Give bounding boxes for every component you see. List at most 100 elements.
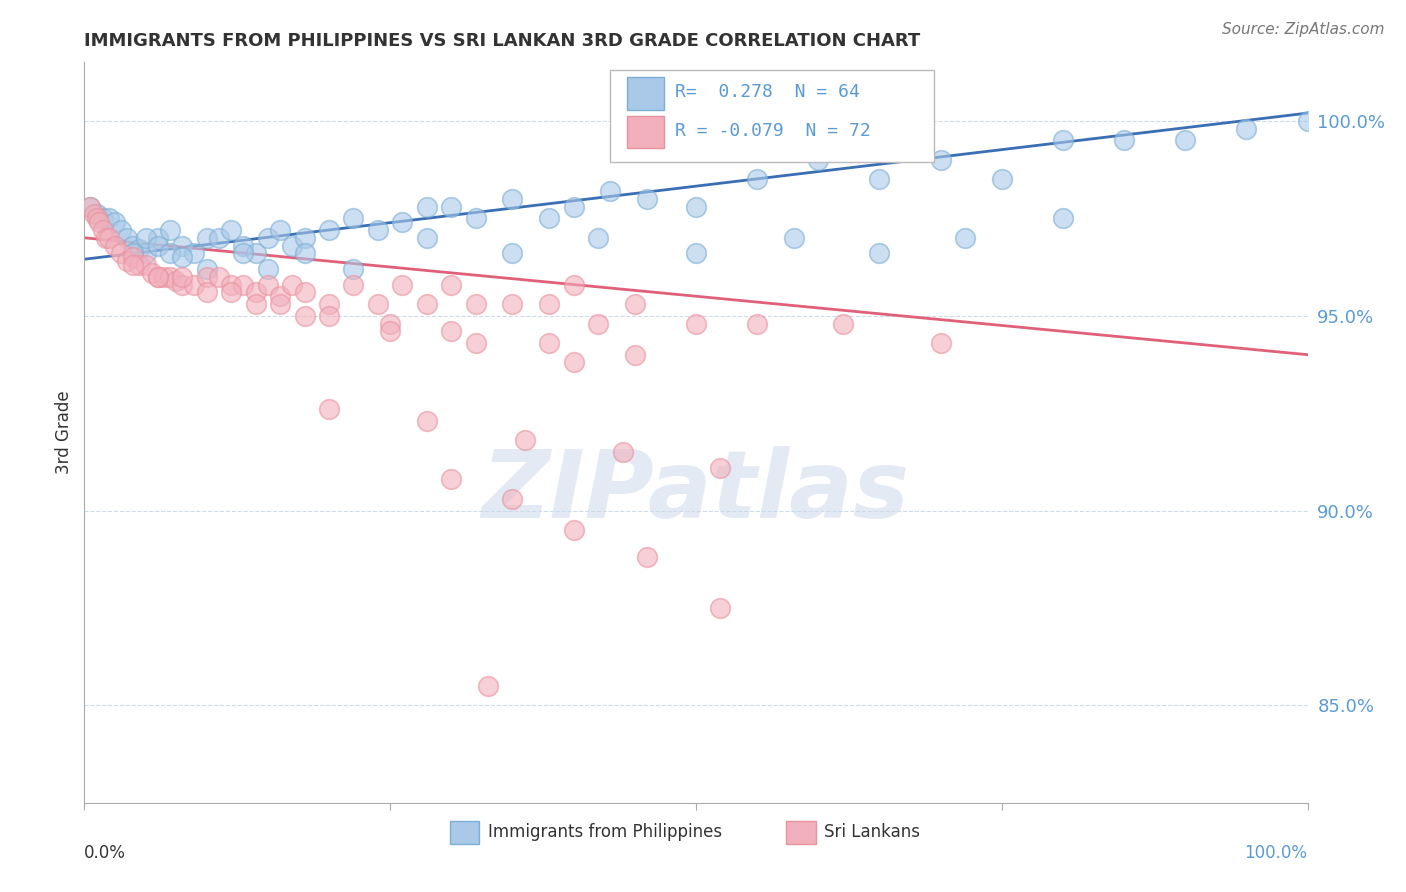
Point	[87, 215, 110, 229]
Point	[318, 297, 340, 311]
Point	[294, 309, 316, 323]
Point	[257, 262, 280, 277]
Point	[562, 355, 585, 369]
Point	[172, 250, 194, 264]
Point	[172, 269, 194, 284]
Point	[159, 246, 181, 260]
Text: R=  0.278  N = 64: R= 0.278 N = 64	[675, 83, 860, 101]
Point	[318, 223, 340, 237]
Point	[281, 238, 304, 252]
Point	[709, 460, 731, 475]
Point	[146, 238, 169, 252]
Point	[110, 223, 132, 237]
Point	[294, 231, 316, 245]
Text: 100.0%: 100.0%	[1244, 844, 1308, 862]
Point	[1174, 133, 1197, 147]
Point	[464, 211, 486, 226]
Point	[172, 277, 194, 292]
Point	[159, 223, 181, 237]
Text: Source: ZipAtlas.com: Source: ZipAtlas.com	[1222, 22, 1385, 37]
Point	[624, 297, 647, 311]
Point	[122, 246, 145, 260]
Text: IMMIGRANTS FROM PHILIPPINES VS SRI LANKAN 3RD GRADE CORRELATION CHART: IMMIGRANTS FROM PHILIPPINES VS SRI LANKA…	[84, 32, 921, 50]
Point	[219, 285, 242, 300]
Point	[135, 231, 157, 245]
Text: Immigrants from Philippines: Immigrants from Philippines	[488, 823, 723, 841]
Point	[342, 277, 364, 292]
Point	[269, 297, 291, 311]
Point	[86, 211, 108, 226]
Point	[159, 269, 181, 284]
Point	[195, 262, 218, 277]
Point	[562, 200, 585, 214]
Point	[1296, 114, 1319, 128]
Point	[183, 277, 205, 292]
Point	[416, 200, 439, 214]
Point	[135, 258, 157, 272]
Text: ZIPatlas: ZIPatlas	[482, 446, 910, 538]
Point	[953, 231, 976, 245]
Point	[502, 192, 524, 206]
Point	[97, 231, 120, 245]
Point	[122, 250, 145, 264]
Point	[747, 172, 769, 186]
Point	[502, 246, 524, 260]
Point	[128, 258, 150, 272]
FancyBboxPatch shape	[610, 70, 935, 162]
Point	[636, 192, 658, 206]
Point	[807, 153, 830, 167]
Point	[1052, 133, 1074, 147]
Point	[294, 285, 316, 300]
Point	[586, 231, 609, 245]
Point	[929, 336, 952, 351]
Point	[153, 269, 176, 284]
Point	[128, 243, 150, 257]
Point	[477, 679, 499, 693]
Point	[135, 246, 157, 260]
Point	[342, 262, 364, 277]
FancyBboxPatch shape	[627, 116, 664, 148]
Point	[104, 238, 127, 252]
Point	[208, 269, 231, 284]
Point	[391, 215, 413, 229]
Point	[232, 246, 254, 260]
Point	[869, 172, 891, 186]
Point	[115, 231, 138, 245]
Point	[538, 297, 561, 311]
Point	[195, 269, 218, 284]
Text: Sri Lankans: Sri Lankans	[824, 823, 921, 841]
Point	[183, 246, 205, 260]
Point	[783, 231, 806, 245]
Point	[245, 246, 267, 260]
Point	[367, 297, 389, 311]
Point	[83, 207, 105, 221]
Point	[195, 285, 218, 300]
Point	[380, 317, 402, 331]
Point	[685, 200, 707, 214]
FancyBboxPatch shape	[627, 78, 664, 110]
Point	[440, 324, 463, 338]
Point	[599, 184, 621, 198]
Point	[86, 207, 108, 221]
Point	[991, 172, 1014, 186]
Point	[929, 153, 952, 167]
Point	[1114, 133, 1136, 147]
Point	[146, 231, 169, 245]
Point	[416, 297, 439, 311]
FancyBboxPatch shape	[786, 821, 815, 844]
Point	[91, 223, 114, 237]
Point	[513, 434, 536, 448]
Point	[464, 297, 486, 311]
Point	[538, 211, 561, 226]
Point	[380, 324, 402, 338]
Point	[612, 445, 634, 459]
Point	[219, 277, 242, 292]
Point	[96, 231, 118, 245]
Point	[165, 274, 187, 288]
Point	[1052, 211, 1074, 226]
Point	[79, 200, 101, 214]
Point	[586, 317, 609, 331]
Point	[831, 317, 853, 331]
Point	[104, 215, 127, 229]
Point	[538, 336, 561, 351]
